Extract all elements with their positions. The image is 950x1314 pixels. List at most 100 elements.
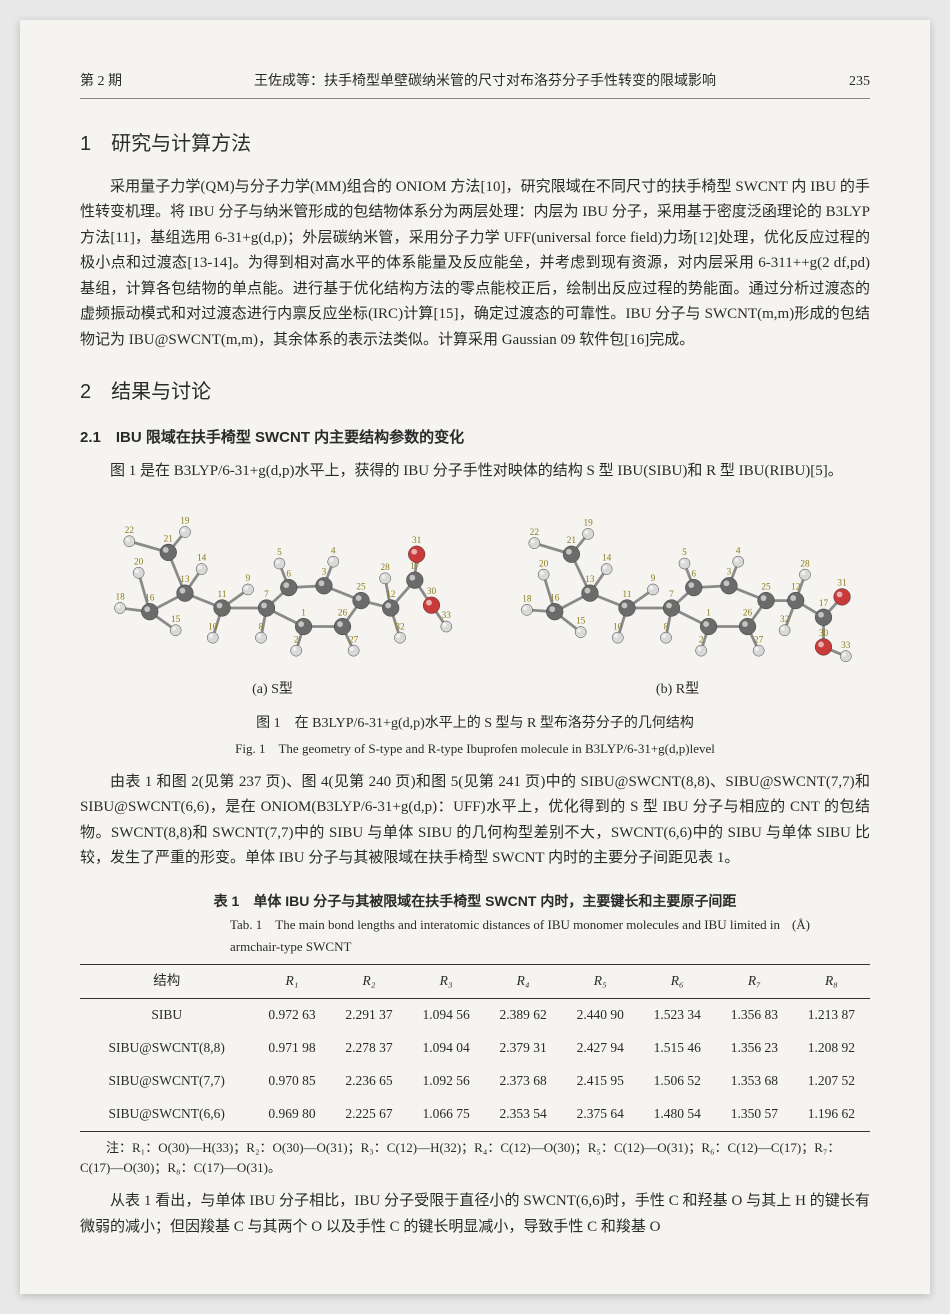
svg-text:22: 22 — [124, 526, 134, 536]
svg-text:11: 11 — [217, 590, 226, 600]
table-cell: 2.427 94 — [562, 1032, 639, 1065]
table-cell: 1.208 92 — [793, 1032, 870, 1065]
table-cell: 1.356 83 — [716, 998, 793, 1031]
svg-text:26: 26 — [742, 609, 752, 619]
table-cell: 1.523 34 — [639, 998, 716, 1031]
table-cell: 2.278 37 — [330, 1032, 407, 1065]
svg-text:3: 3 — [726, 568, 731, 578]
svg-text:4: 4 — [735, 547, 740, 557]
svg-text:26: 26 — [337, 609, 347, 619]
page-number: 235 — [810, 70, 870, 94]
table-cell: 2.291 37 — [330, 998, 407, 1031]
svg-text:7: 7 — [264, 590, 269, 600]
table-cell: 1.094 04 — [408, 1032, 485, 1065]
table-cell: 2.379 31 — [485, 1032, 562, 1065]
svg-text:5: 5 — [682, 548, 687, 558]
svg-text:15: 15 — [576, 617, 586, 627]
svg-text:27: 27 — [349, 636, 359, 646]
table-row: SIBU@SWCNT(8,8)0.971 982.278 371.094 042… — [80, 1032, 870, 1065]
svg-text:18: 18 — [522, 595, 532, 605]
svg-text:22: 22 — [529, 528, 539, 538]
issue-label: 第 2 期 — [80, 70, 160, 94]
svg-text:6: 6 — [691, 570, 696, 580]
svg-text:5: 5 — [277, 548, 282, 558]
svg-text:25: 25 — [356, 583, 366, 593]
svg-text:21: 21 — [163, 535, 173, 545]
table-1-unit: (Å) — [792, 914, 810, 958]
table-cell: 2.415 95 — [562, 1065, 639, 1098]
table-cell: 1.094 56 — [408, 998, 485, 1031]
page: 第 2 期 王佐成等：扶手椅型单壁碳纳米管的尺寸对布洛芬分子手性转变的限域影响 … — [20, 20, 930, 1294]
paragraph-after-table: 从表 1 看出，与单体 IBU 分子相比，IBU 分子受限于直径小的 SWCNT… — [80, 1189, 870, 1240]
svg-text:17: 17 — [818, 599, 828, 609]
table-col-header: R₆ — [639, 964, 716, 998]
figure-1b-sublabel: (b) R型 — [488, 678, 868, 702]
svg-text:13: 13 — [585, 575, 595, 585]
svg-text:19: 19 — [583, 519, 593, 529]
svg-text:9: 9 — [245, 574, 250, 584]
table-cell: SIBU@SWCNT(7,7) — [80, 1065, 253, 1098]
figure-1-caption-cn: 图 1 在 B3LYP/6-31+g(d,p)水平上的 S 型与 R 型布洛芬分… — [80, 712, 870, 736]
table-col-header: R₃ — [408, 964, 485, 998]
svg-text:8: 8 — [663, 623, 668, 633]
svg-text:20: 20 — [133, 558, 143, 568]
section-1-heading: 1 研究与计算方法 — [80, 127, 870, 161]
table-col-header: R₄ — [485, 964, 562, 998]
figure-1: 2221201918161513141110987653412262527281… — [80, 504, 870, 760]
table-cell: 1.066 75 — [408, 1098, 485, 1131]
svg-text:32: 32 — [779, 615, 789, 625]
table-cell: 0.970 85 — [253, 1065, 330, 1098]
svg-text:19: 19 — [180, 517, 190, 527]
table-col-header: R₇ — [716, 964, 793, 998]
table-cell: 2.225 67 — [330, 1098, 407, 1131]
section-2-1-heading: 2.1 IBU 限域在扶手椅型 SWCNT 内主要结构参数的变化 — [80, 425, 870, 451]
svg-text:15: 15 — [171, 615, 181, 625]
svg-text:7: 7 — [669, 590, 674, 600]
svg-text:3: 3 — [321, 568, 326, 578]
table-cell: 1.480 54 — [639, 1098, 716, 1131]
table-cell: 1.213 87 — [793, 998, 870, 1031]
svg-text:6: 6 — [286, 570, 291, 580]
table-cell: SIBU — [80, 998, 253, 1031]
figure-1a-wrapper: 2221201918161513141110987653412262527281… — [83, 504, 463, 702]
svg-text:13: 13 — [180, 575, 190, 585]
svg-text:2: 2 — [698, 636, 703, 646]
svg-text:12: 12 — [386, 590, 396, 600]
table-cell: 1.515 46 — [639, 1032, 716, 1065]
svg-text:20: 20 — [538, 560, 548, 570]
svg-text:18: 18 — [115, 593, 125, 603]
table-col-header: R₁ — [253, 964, 330, 998]
table-row: SIBU@SWCNT(7,7)0.970 852.236 651.092 562… — [80, 1065, 870, 1098]
svg-text:31: 31 — [412, 536, 422, 546]
table-cell: 1.353 68 — [716, 1065, 793, 1098]
svg-text:16: 16 — [550, 594, 560, 604]
figure-1a-molecule: 2221201918161513141110987653412262527281… — [83, 504, 463, 674]
table-1-caption-cn: 表 1 单体 IBU 分子与其被限域在扶手椅型 SWCNT 内时，主要键长和主要… — [80, 890, 870, 914]
svg-text:12: 12 — [791, 583, 801, 593]
section-1-paragraph: 采用量子力学(QM)与分子力学(MM)组合的 ONIOM 方法[10]，研究限域… — [80, 175, 870, 354]
svg-text:14: 14 — [197, 554, 207, 564]
table-col-header: 结构 — [80, 964, 253, 998]
table-1: 表 1 单体 IBU 分子与其被限域在扶手椅型 SWCNT 内时，主要键长和主要… — [80, 890, 870, 1179]
table-cell: 1.506 52 — [639, 1065, 716, 1098]
table-cell: 2.389 62 — [485, 998, 562, 1031]
svg-text:33: 33 — [441, 611, 451, 621]
table-cell: 2.373 68 — [485, 1065, 562, 1098]
running-header: 第 2 期 王佐成等：扶手椅型单壁碳纳米管的尺寸对布洛芬分子手性转变的限域影响 … — [80, 70, 870, 99]
table-cell: 0.969 80 — [253, 1098, 330, 1131]
svg-text:2: 2 — [293, 636, 298, 646]
svg-text:4: 4 — [330, 547, 335, 557]
table-cell: 1.196 62 — [793, 1098, 870, 1131]
svg-text:14: 14 — [602, 554, 612, 564]
table-col-header: R₈ — [793, 964, 870, 998]
table-row: SIBU0.972 632.291 371.094 562.389 622.44… — [80, 998, 870, 1031]
svg-text:27: 27 — [754, 636, 764, 646]
svg-text:32: 32 — [395, 623, 405, 633]
table-col-header: R₅ — [562, 964, 639, 998]
table-row: SIBU@SWCNT(6,6)0.969 802.225 671.066 752… — [80, 1098, 870, 1131]
svg-text:30: 30 — [426, 587, 436, 597]
svg-text:17: 17 — [410, 562, 420, 572]
figure-1a-sublabel: (a) S型 — [83, 678, 463, 702]
svg-text:10: 10 — [208, 623, 218, 633]
svg-text:1: 1 — [301, 609, 306, 619]
